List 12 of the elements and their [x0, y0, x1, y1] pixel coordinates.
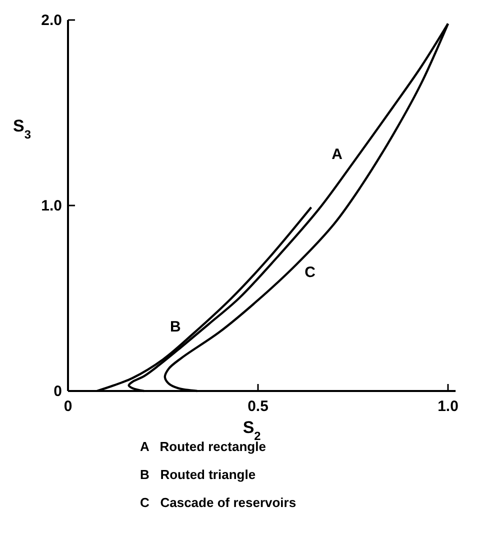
y-tick-label: 0 [54, 383, 62, 400]
x-tick-label: 0 [64, 398, 72, 415]
y-axis-title: S$_{3}$ [13, 116, 32, 142]
x-tick-label: 1.0 [438, 398, 458, 415]
x-tick-label: 0.5 [248, 398, 268, 415]
series-label: B [170, 318, 181, 336]
y-tick-label: 1.0 [41, 198, 62, 214]
text: B Routed triangle [140, 467, 256, 482]
series-label: A [332, 146, 343, 163]
y-tick-label: 2.0 [41, 12, 62, 29]
text: C Cascade of reservoirs [140, 495, 296, 510]
series-label: C [304, 264, 316, 281]
